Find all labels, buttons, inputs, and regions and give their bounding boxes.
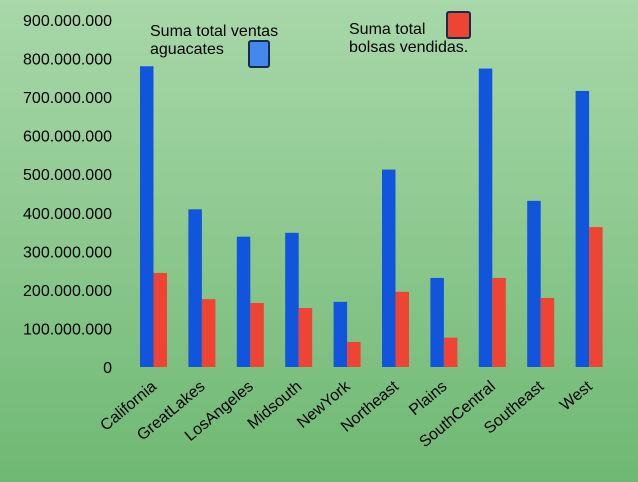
- bar-bolsas-southcentral: [492, 277, 506, 367]
- bars-group: [140, 66, 603, 368]
- y-tick-label: 700.000.000: [23, 90, 112, 107]
- bar-ventas-northeast: [382, 169, 396, 367]
- x-tick-label: West: [557, 378, 596, 415]
- bar-ventas-newyork: [333, 301, 348, 367]
- x-tick-label: Midsouth: [245, 378, 306, 433]
- legend-label: Suma total: [349, 21, 425, 38]
- y-axis: 0 100.000.000 200.000.000 300.000.000 400.00…: [23, 13, 112, 377]
- bar-bolsas-newyork: [347, 341, 361, 367]
- legend-label: aguacates: [150, 41, 224, 58]
- x-axis: CaliforniaGreatLakesLosAngelesMidsouthNe…: [97, 377, 596, 451]
- bar-ventas-california: [140, 66, 154, 368]
- bar-bolsas-west: [589, 227, 603, 367]
- y-tick-label: 100.000.000: [23, 321, 112, 338]
- bar-bolsas-midsouth: [298, 308, 313, 367]
- bar-bolsas-northeast: [395, 291, 409, 367]
- y-tick-label: 400.000.000: [23, 206, 112, 223]
- y-tick-label: 300.000.000: [23, 244, 112, 261]
- bar-bolsas-plains: [443, 337, 458, 367]
- y-tick-label: 500.000.000: [23, 167, 112, 184]
- y-tick-label: 0: [103, 360, 112, 377]
- bar-ventas-southeast: [527, 200, 541, 367]
- bar-bolsas-southeast: [540, 297, 555, 367]
- x-tick-label: Plains: [406, 378, 450, 419]
- bar-ventas-west: [575, 90, 590, 367]
- legend-label: Suma total ventas: [150, 23, 278, 40]
- y-tick-label: 600.000.000: [23, 129, 112, 146]
- y-tick-label: 200.000.000: [23, 283, 112, 300]
- bar-bolsas-losangeles: [250, 302, 264, 367]
- legend-label: bolsas vendidas.: [349, 39, 468, 56]
- bar-bolsas-california: [153, 272, 167, 367]
- bar-bolsas-greatlakes: [201, 299, 216, 367]
- legend-swatch: [248, 40, 270, 68]
- bar-ventas-plains: [430, 277, 444, 367]
- y-tick-label: 800.000.000: [23, 52, 112, 69]
- bar-ventas-greatlakes: [188, 209, 202, 367]
- legend-swatch: [446, 11, 471, 39]
- bar-ventas-losangeles: [236, 236, 251, 367]
- y-tick-label: 900.000.000: [23, 13, 112, 30]
- bar-ventas-southcentral: [478, 68, 493, 367]
- bar-ventas-midsouth: [285, 232, 299, 367]
